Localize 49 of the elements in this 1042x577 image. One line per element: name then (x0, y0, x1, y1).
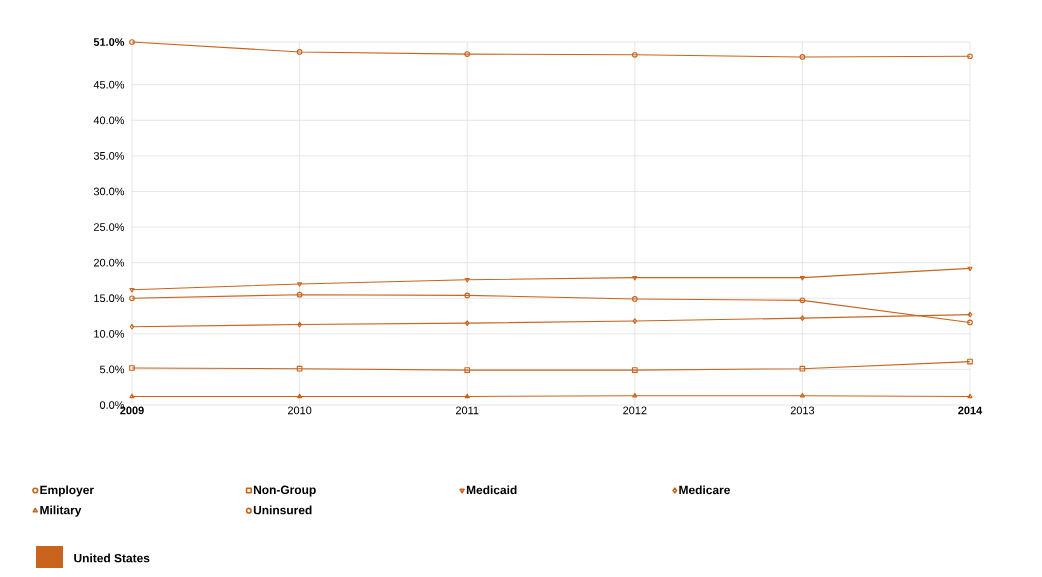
y-tick-label: 35.0% (93, 152, 125, 160)
y-tick-label: 51.0% (93, 38, 125, 46)
legend-label: Medicare (679, 485, 730, 495)
point (464, 278, 470, 283)
y-tick-label: 15.0% (94, 294, 125, 303)
point (632, 318, 638, 324)
y-tick-label: 5.0% (99, 365, 125, 374)
y-tick-label: 45.0% (93, 80, 125, 89)
line-series (129, 358, 973, 373)
point (296, 49, 303, 55)
point (800, 315, 805, 322)
y-tick-label: 10.0% (94, 329, 125, 338)
legend-label: Non-Group (253, 485, 316, 497)
point (967, 358, 973, 365)
point (297, 393, 303, 399)
point (296, 291, 303, 298)
point (296, 365, 303, 372)
point (297, 282, 303, 287)
point (464, 292, 471, 299)
y-tick-label: 40.0% (93, 116, 125, 125)
y-tick-label: 25.0% (93, 223, 125, 231)
text: United States (74, 553, 150, 563)
x-tick-label: 2011 (455, 406, 479, 415)
point (632, 392, 638, 398)
point (632, 275, 638, 281)
point (464, 320, 470, 326)
point (799, 365, 806, 372)
point (297, 321, 302, 328)
x-tick-label: 2012 (623, 406, 647, 415)
point (464, 367, 471, 373)
point (799, 275, 805, 281)
point (631, 51, 638, 58)
legend-label: Military (40, 505, 82, 517)
x-tick-label: 2010 (287, 406, 312, 415)
point (631, 296, 638, 302)
legend-label: Employer (40, 485, 94, 497)
y-tick-label: 30.0% (93, 187, 125, 196)
point (799, 297, 806, 304)
point (631, 367, 638, 373)
x-tick-label: 2014 (958, 406, 983, 415)
point (464, 393, 470, 399)
point (129, 365, 135, 371)
legend-label: Uninsured (253, 505, 312, 515)
point (799, 392, 805, 398)
legend-label: Medicaid (466, 485, 517, 495)
x-tick-label: 2013 (790, 406, 815, 415)
point (799, 54, 806, 60)
point (464, 51, 471, 57)
y-tick-label: 20.0% (93, 258, 125, 267)
